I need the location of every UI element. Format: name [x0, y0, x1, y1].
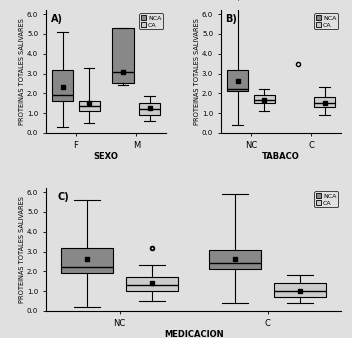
Text: B): B): [226, 14, 238, 24]
PathPatch shape: [227, 70, 248, 91]
Y-axis label: PROTEINAS TOTALES SALIVARES: PROTEINAS TOTALES SALIVARES: [19, 196, 25, 303]
Legend: NCA, CA: NCA, CA: [314, 13, 338, 29]
X-axis label: TABACO: TABACO: [262, 152, 300, 161]
Text: *: *: [235, 0, 240, 6]
PathPatch shape: [314, 97, 335, 107]
Y-axis label: PROTEINAS TOTALES SALIVARES: PROTEINAS TOTALES SALIVARES: [19, 18, 25, 125]
Y-axis label: PROTEINAS TOTALES SALIVARES: PROTEINAS TOTALES SALIVARES: [194, 18, 201, 125]
PathPatch shape: [52, 70, 73, 101]
PathPatch shape: [61, 248, 113, 273]
PathPatch shape: [112, 28, 133, 83]
Legend: NCA, CA: NCA, CA: [314, 191, 338, 208]
Text: C): C): [58, 192, 69, 202]
PathPatch shape: [274, 283, 326, 297]
PathPatch shape: [209, 249, 261, 269]
X-axis label: MEDICACION: MEDICACION: [164, 330, 224, 338]
PathPatch shape: [126, 277, 178, 291]
Text: A): A): [51, 14, 63, 24]
PathPatch shape: [254, 95, 275, 103]
Legend: NCA, CA: NCA, CA: [139, 13, 163, 29]
PathPatch shape: [78, 101, 100, 111]
PathPatch shape: [139, 103, 160, 115]
X-axis label: SEXO: SEXO: [94, 152, 119, 161]
